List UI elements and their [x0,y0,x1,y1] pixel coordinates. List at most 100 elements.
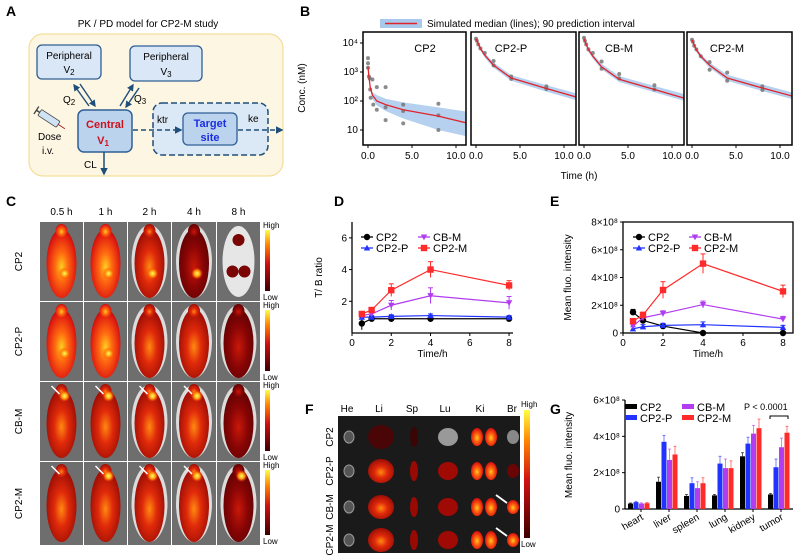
heart-organ [343,500,355,514]
data-point [639,323,647,330]
signal-spot [102,390,115,402]
observed-point [476,116,480,120]
mouse-image [40,302,83,381]
mouse-image [128,462,171,545]
observed-point [476,129,480,133]
series-line [632,303,784,327]
y-tick-label: 0 [614,505,620,516]
data-point [629,308,637,316]
bar-cp2-m-liver [672,454,678,509]
category-label: tumor [758,512,786,535]
organ-label: Ki [476,404,485,415]
legend-label: CP2-P [648,243,680,255]
observed-point [366,61,370,66]
bar-cb-m-tumor [779,447,784,509]
data-point [427,293,434,299]
plot-area [474,36,576,101]
panel-g-organ-bar-chart: 0 2×10⁸ 4×10⁸ 6×10⁸ Mean fluo. intensity hear… [564,396,793,536]
data-point [388,286,395,294]
observed-point [652,83,657,88]
data-point [779,288,787,295]
data-point [388,313,395,319]
signal-spot [58,267,71,280]
timepoint-label: 2 h [143,207,157,218]
pk-subplot-cp2-m: CP2-M 0.0 5.0 10.0 [685,31,793,162]
tumor-organ [507,464,519,478]
target-label-1: Target [194,118,227,130]
data-point [699,321,707,328]
subplot-title: CP2 [414,43,435,55]
data-point [779,324,787,331]
mouse-image [172,462,216,545]
mouse-image [84,222,127,301]
bar-cp2-p-kidney [745,443,751,509]
mouse-image [217,382,260,461]
bar-cp2-tumor [768,494,773,509]
heart-organ [343,430,355,444]
y-tick-label: 10³ [344,67,359,78]
mouse-head [55,464,68,478]
legend-label: CB-M [697,402,725,414]
plot-area [582,35,684,101]
lung-organ [438,428,458,446]
peripheral-v3-box [129,45,203,82]
observed-point [370,77,375,82]
mouse-image [40,222,83,301]
series-cp2-m [629,253,787,325]
pk-subplot-cp2-p: CP2-P 0.0 5.0 10.0 [469,31,577,162]
x-tick-label: 5.0 [405,151,419,162]
bar-cb-m-lung [723,468,728,509]
data-point [659,322,667,328]
tumor-arrow-icon [138,385,149,395]
heart-organ [343,533,355,547]
colorbar-high-label: High [263,381,279,390]
signal-spot [235,470,248,482]
observed-point [436,128,441,132]
organ-row [343,459,519,483]
colorbar [524,410,530,538]
tumor-organ [507,430,519,444]
row-label: CP2-P [14,326,25,356]
kidney-organ [485,462,497,480]
mouse-fluorescence [90,309,121,378]
signal-spot [191,390,203,402]
data-point [629,318,637,325]
row-label: CB-M [14,409,25,435]
observed-point [476,111,480,115]
panel-b-pk-curves: Simulated median (lines); 90 prediction … [297,19,793,182]
bar-cp2-p-liver [661,441,667,509]
peripheral-v3-volume: V3 [160,67,172,79]
x-tick-label: 5.0 [729,151,743,162]
x-tick-label: 0 [349,338,355,349]
series-cb-m [358,287,513,319]
organ-label: Li [375,404,383,415]
prediction-interval-band [368,65,466,137]
y-tick-label: 0 [612,329,618,340]
observed-point [725,78,730,83]
peripheral-v2-volume: V2 [63,65,75,77]
data-point [659,311,667,317]
legend-swatch [682,415,694,420]
subplot-title: CP2-M [710,43,744,55]
subplot-frame [470,31,577,146]
plot-area [690,37,792,99]
y-tick-label: 4×10⁸ [591,273,618,284]
x-tick-label: 8 [780,338,786,349]
lung-organ [438,462,458,480]
mouse-fluorescence [90,229,121,298]
tumor-arrow-icon [94,385,105,395]
data-point [629,323,637,330]
mouse-image [40,382,83,461]
signal-spot [226,265,239,278]
colorbar [265,230,270,291]
signal-spot [102,267,115,280]
x-tick-label: 10.0 [770,151,790,162]
mouse-fluorescence [134,229,165,298]
mouse-fluorescence [46,309,77,378]
arrow-v1-to-v2 [73,83,90,107]
observed-point [368,95,373,100]
y-tick-label: 2×10⁸ [591,301,618,312]
observed-point [383,85,388,90]
